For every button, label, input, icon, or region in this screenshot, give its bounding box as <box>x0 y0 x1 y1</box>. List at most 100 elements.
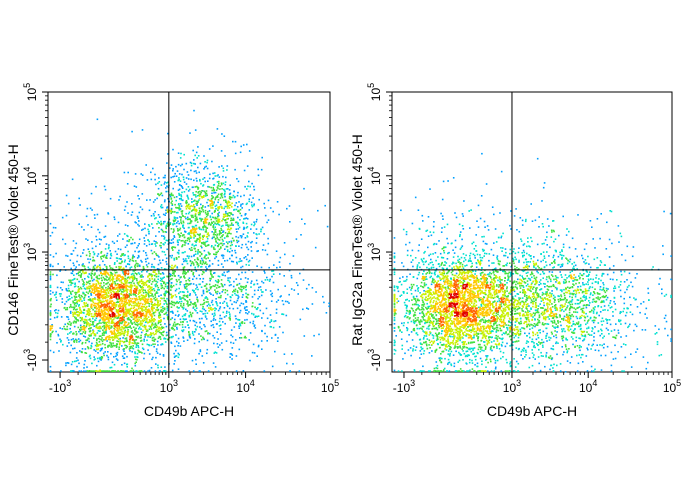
event-dot <box>215 241 217 243</box>
event-dot <box>164 338 167 340</box>
event-dot <box>217 259 220 262</box>
event-dot <box>163 297 165 300</box>
event-dot <box>123 209 126 211</box>
event-dot <box>93 325 95 327</box>
event-dot <box>76 311 79 313</box>
event-dot <box>73 304 76 306</box>
event-dot <box>97 281 99 283</box>
event-dot <box>232 342 235 344</box>
event-dot <box>240 203 242 206</box>
event-dot <box>102 295 104 297</box>
event-dot <box>49 328 52 331</box>
event-dot <box>107 213 110 215</box>
event-dot <box>147 230 150 233</box>
event-dot <box>101 279 103 282</box>
event-dot <box>123 362 126 365</box>
event-dot <box>290 274 293 277</box>
event-dot <box>243 336 246 339</box>
event-dot <box>199 217 201 220</box>
event-dot <box>70 272 73 274</box>
event-dot <box>109 338 111 341</box>
event-dot <box>214 198 217 201</box>
event-dot <box>201 307 204 310</box>
event-dot <box>121 270 124 272</box>
event-dot <box>49 284 52 287</box>
event-dot <box>103 354 105 357</box>
event-dot <box>121 316 124 318</box>
event-dot <box>217 245 220 247</box>
event-dot <box>218 307 221 310</box>
event-dot <box>124 280 126 282</box>
event-dot <box>185 217 187 220</box>
event-dot <box>116 337 119 339</box>
event-dot <box>141 308 144 310</box>
event-dot <box>236 231 238 233</box>
event-dot <box>204 212 207 214</box>
event-dot <box>187 324 189 326</box>
event-dot <box>148 321 150 323</box>
event-dot <box>199 233 201 235</box>
event-dot <box>154 302 156 305</box>
event-dot <box>213 223 215 226</box>
event-dot <box>166 306 169 308</box>
event-dot <box>81 348 84 350</box>
event-dot <box>165 311 168 314</box>
event-dot <box>118 280 121 282</box>
event-dot <box>73 370 75 372</box>
event-dot <box>180 219 182 221</box>
event-dot <box>186 303 188 305</box>
event-dot <box>148 328 151 330</box>
event-dot <box>134 267 136 269</box>
event-dot <box>112 303 115 306</box>
event-dot <box>276 201 279 203</box>
event-dot <box>149 290 152 292</box>
event-dot <box>92 370 95 372</box>
event-dot <box>245 312 247 314</box>
event-dot <box>91 342 93 345</box>
event-dot <box>115 355 117 358</box>
event-dot <box>165 325 168 328</box>
event-dot <box>143 326 146 328</box>
event-dot <box>195 172 198 174</box>
event-dot <box>149 336 151 338</box>
event-dot <box>105 257 107 259</box>
event-dot <box>240 278 242 280</box>
event-dot <box>115 296 118 298</box>
event-dot <box>247 185 249 188</box>
event-dot <box>180 300 183 303</box>
event-dot <box>228 195 231 198</box>
event-dot <box>75 320 77 323</box>
event-dot <box>106 252 109 255</box>
event-dot <box>148 319 151 321</box>
event-dot <box>131 280 134 282</box>
event-dot <box>179 203 182 205</box>
event-dot <box>299 318 302 321</box>
event-dot <box>72 249 75 252</box>
event-dot <box>259 286 262 288</box>
event-dot <box>207 332 209 334</box>
event-dot <box>105 324 107 326</box>
event-dot <box>242 294 244 296</box>
event-dot <box>170 284 172 287</box>
event-dot <box>68 321 71 323</box>
event-dot <box>49 318 52 320</box>
event-dot <box>114 334 116 336</box>
event-dot <box>271 275 273 278</box>
event-dot <box>151 288 153 291</box>
event-dot <box>113 218 116 221</box>
event-dot <box>205 218 208 221</box>
event-dot <box>189 294 191 297</box>
event-dot <box>220 150 223 152</box>
event-dot <box>82 271 84 273</box>
event-dot <box>85 304 87 307</box>
event-dot <box>75 242 78 245</box>
event-dot <box>238 210 240 213</box>
event-dot <box>176 306 178 308</box>
event-dot <box>194 253 197 255</box>
event-dot <box>81 300 83 302</box>
event-dot <box>92 288 94 291</box>
event-dot <box>122 333 124 335</box>
event-dot <box>200 182 202 185</box>
event-dot <box>197 192 199 194</box>
event-dot <box>258 233 260 235</box>
